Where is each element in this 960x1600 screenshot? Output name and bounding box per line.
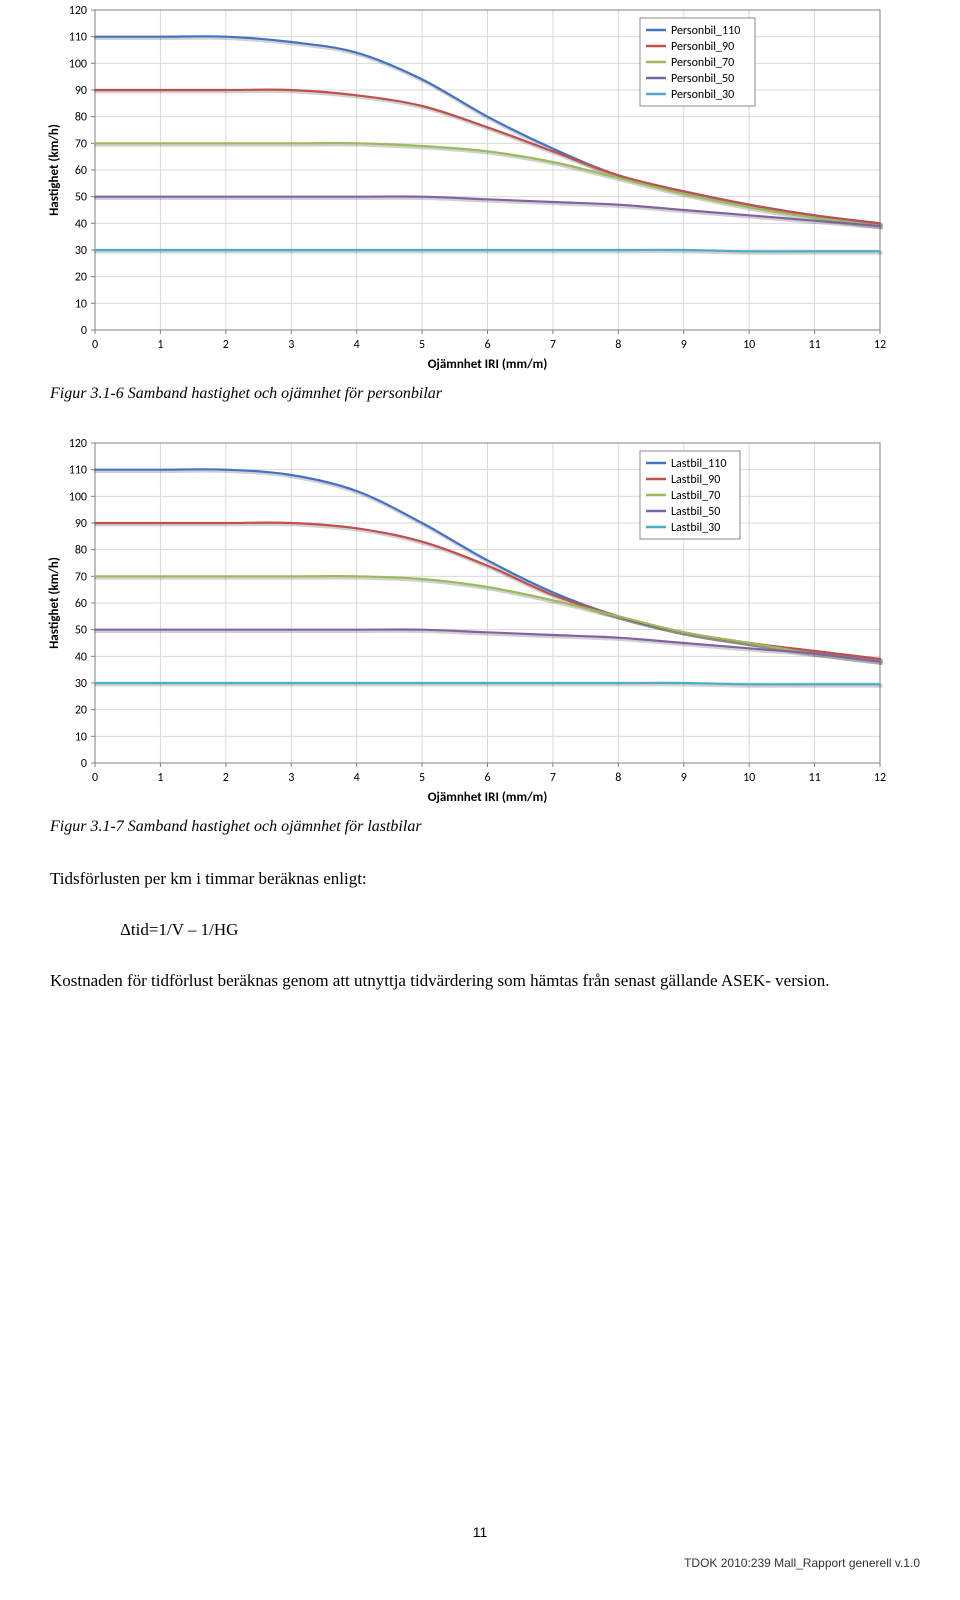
svg-text:70: 70: [75, 137, 87, 151]
svg-text:30: 30: [75, 244, 87, 258]
svg-text:9: 9: [681, 338, 687, 352]
svg-text:20: 20: [75, 271, 87, 285]
svg-text:7: 7: [550, 338, 556, 352]
svg-text:Personbil_70: Personbil_70: [671, 56, 734, 70]
svg-text:60: 60: [75, 597, 87, 611]
svg-text:0: 0: [92, 771, 98, 785]
svg-text:Lastbil_70: Lastbil_70: [671, 489, 720, 503]
page-number: 11: [0, 1524, 960, 1540]
svg-text:70: 70: [75, 570, 87, 584]
svg-text:Ojämnhet IRI (mm/m): Ojämnhet IRI (mm/m): [428, 790, 548, 803]
svg-text:110: 110: [69, 31, 87, 45]
text-cost: Kostnaden för tidförlust beräknas genom …: [50, 968, 920, 994]
caption-2: Figur 3.1-7 Samband hastighet och ojämnh…: [50, 818, 920, 836]
svg-text:0: 0: [81, 324, 87, 338]
svg-text:Hastighet (km/h): Hastighet (km/h): [47, 557, 62, 649]
svg-text:3: 3: [288, 771, 294, 785]
svg-text:Lastbil_50: Lastbil_50: [671, 505, 720, 519]
svg-text:Personbil_30: Personbil_30: [671, 88, 734, 102]
svg-text:50: 50: [75, 624, 87, 638]
svg-text:40: 40: [75, 650, 87, 664]
caption-1: Figur 3.1-6 Samband hastighet och ojämnh…: [50, 385, 920, 403]
formula: Δtid=1/V – 1/HG: [120, 920, 920, 940]
svg-text:60: 60: [75, 164, 87, 178]
svg-text:5: 5: [419, 771, 425, 785]
chart1-svg: 0102030405060708090100110120012345678910…: [40, 0, 910, 370]
svg-text:3: 3: [288, 338, 294, 352]
svg-text:120: 120: [69, 437, 87, 451]
svg-text:8: 8: [615, 338, 621, 352]
svg-text:Lastbil_110: Lastbil_110: [671, 457, 726, 471]
svg-text:4: 4: [354, 771, 360, 785]
svg-text:8: 8: [615, 771, 621, 785]
svg-text:Hastighet (km/h): Hastighet (km/h): [47, 124, 62, 216]
svg-text:80: 80: [75, 111, 87, 125]
chart2-svg: 0102030405060708090100110120012345678910…: [40, 433, 910, 803]
svg-text:Ojämnhet IRI (mm/m): Ojämnhet IRI (mm/m): [428, 357, 548, 370]
svg-text:11: 11: [808, 771, 820, 785]
chart-lastbil: 0102030405060708090100110120012345678910…: [40, 433, 920, 803]
svg-text:Personbil_110: Personbil_110: [671, 24, 740, 38]
svg-text:6: 6: [484, 338, 490, 352]
svg-text:12: 12: [874, 771, 886, 785]
svg-text:1: 1: [157, 771, 163, 785]
svg-text:6: 6: [484, 771, 490, 785]
svg-text:40: 40: [75, 217, 87, 231]
svg-text:30: 30: [75, 677, 87, 691]
svg-text:20: 20: [75, 704, 87, 718]
svg-text:11: 11: [808, 338, 820, 352]
svg-text:Personbil_90: Personbil_90: [671, 40, 734, 54]
svg-text:Personbil_50: Personbil_50: [671, 72, 734, 86]
svg-text:80: 80: [75, 544, 87, 558]
svg-text:110: 110: [69, 464, 87, 478]
svg-text:100: 100: [69, 57, 87, 71]
svg-text:2: 2: [223, 771, 229, 785]
chart-personbil: 0102030405060708090100110120012345678910…: [40, 0, 920, 370]
svg-text:50: 50: [75, 191, 87, 205]
svg-text:9: 9: [681, 771, 687, 785]
svg-text:10: 10: [75, 297, 87, 311]
svg-text:1: 1: [157, 338, 163, 352]
svg-text:120: 120: [69, 4, 87, 18]
svg-text:Lastbil_90: Lastbil_90: [671, 473, 720, 487]
svg-text:12: 12: [874, 338, 886, 352]
svg-text:90: 90: [75, 84, 87, 98]
svg-text:0: 0: [81, 757, 87, 771]
svg-text:0: 0: [92, 338, 98, 352]
svg-text:7: 7: [550, 771, 556, 785]
svg-text:5: 5: [419, 338, 425, 352]
svg-text:90: 90: [75, 517, 87, 531]
svg-text:2: 2: [223, 338, 229, 352]
svg-text:4: 4: [354, 338, 360, 352]
svg-text:10: 10: [75, 730, 87, 744]
svg-text:10: 10: [743, 771, 755, 785]
svg-text:10: 10: [743, 338, 755, 352]
footer: TDOK 2010:239 Mall_Rapport generell v.1.…: [684, 1556, 920, 1570]
svg-text:Lastbil_30: Lastbil_30: [671, 521, 720, 535]
text-intro: Tidsförlusten per km i timmar beräknas e…: [50, 866, 920, 892]
svg-text:100: 100: [69, 490, 87, 504]
